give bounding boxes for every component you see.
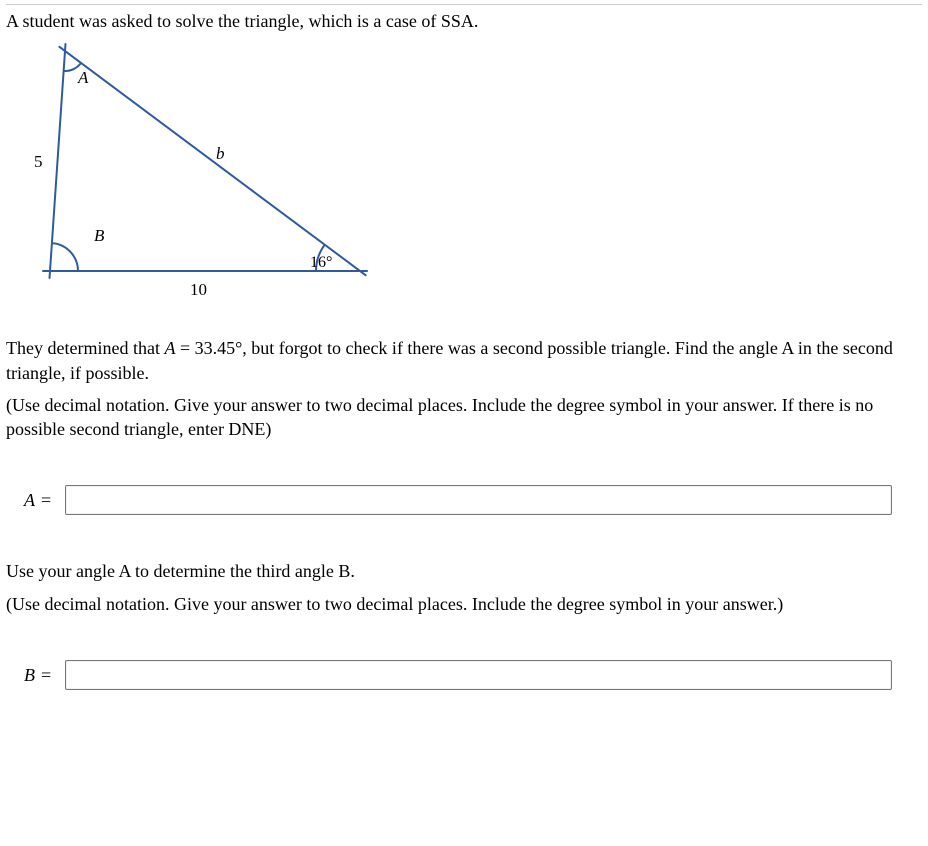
svg-text:16°: 16° — [310, 254, 332, 271]
answer-row-A: A = — [24, 485, 922, 515]
answer-row-B: B = — [24, 660, 922, 690]
answer-B-label: B — [24, 665, 35, 686]
paragraph-2: (Use decimal notation. Give your answer … — [6, 393, 922, 442]
answer-A-eq: = — [41, 490, 51, 511]
svg-text:b: b — [216, 144, 225, 163]
svg-text:A: A — [77, 68, 89, 87]
triangle-figure: Ab 5 B 10 16° — [20, 43, 922, 316]
triangle-svg: Ab 5 B 10 16° — [20, 43, 400, 311]
para1-b: A — [164, 338, 175, 358]
svg-text:B: B — [94, 226, 105, 245]
answer-B-input[interactable] — [65, 660, 892, 690]
top-divider — [6, 4, 922, 5]
intro-text: A student was asked to solve the triangl… — [6, 9, 922, 33]
svg-text:10: 10 — [190, 280, 207, 299]
answer-A-label: A — [24, 490, 35, 511]
answer-B-eq: = — [41, 665, 51, 686]
paragraph-3: Use your angle A to determine the third … — [6, 559, 922, 583]
svg-text:5: 5 — [34, 152, 43, 171]
answer-A-input[interactable] — [65, 485, 892, 515]
paragraph-4: (Use decimal notation. Give your answer … — [6, 592, 922, 616]
paragraph-1: They determined that A = 33.45°, but for… — [6, 336, 922, 385]
para1-a: They determined that — [6, 338, 164, 358]
